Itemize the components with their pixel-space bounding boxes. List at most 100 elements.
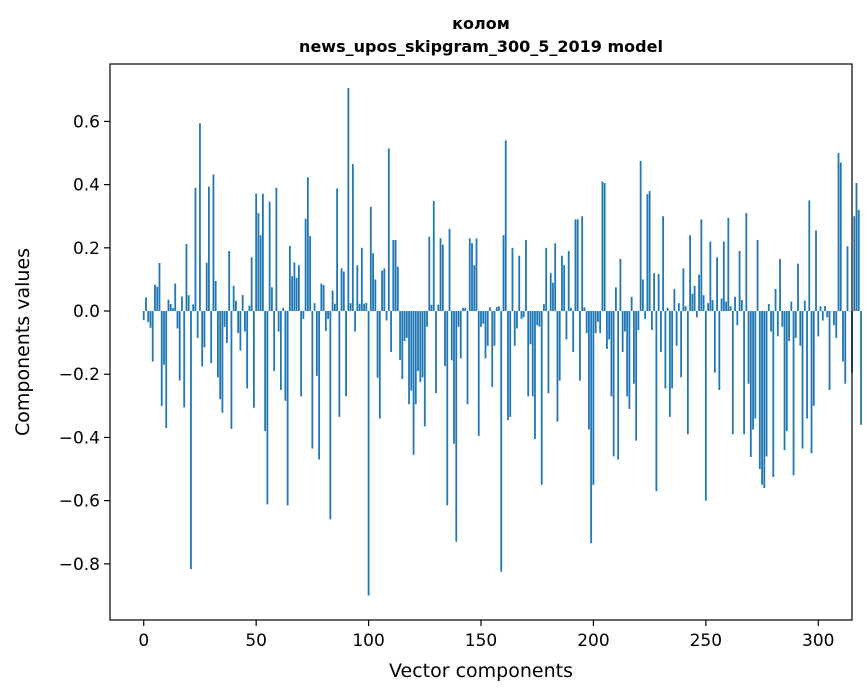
bar	[154, 284, 156, 312]
bar	[187, 295, 190, 312]
bar	[738, 250, 741, 312]
bar	[419, 311, 422, 383]
bar	[347, 87, 350, 312]
bar	[808, 200, 811, 312]
bar	[835, 311, 838, 338]
bar	[842, 311, 844, 362]
bar	[561, 255, 563, 312]
bar	[720, 298, 723, 312]
bar	[707, 303, 709, 312]
y-tick-label: 0.2	[73, 239, 100, 259]
bar	[507, 311, 509, 421]
bar	[702, 295, 705, 312]
bar	[228, 250, 231, 312]
bar	[770, 311, 772, 332]
bar	[145, 297, 147, 312]
bar	[677, 303, 680, 312]
bar	[354, 311, 356, 332]
x-axis-label: Vector components	[389, 660, 573, 682]
bar	[230, 311, 233, 429]
bar	[839, 162, 842, 312]
bar	[779, 258, 781, 312]
bar	[365, 302, 368, 312]
bar	[637, 311, 640, 330]
bar	[630, 296, 633, 312]
bar	[396, 266, 399, 312]
bar	[734, 296, 736, 312]
bar	[376, 311, 379, 378]
bar	[399, 311, 401, 361]
bar	[374, 279, 377, 312]
bar	[543, 304, 545, 312]
bar	[190, 311, 192, 570]
bar	[628, 311, 631, 409]
bar	[318, 311, 321, 460]
bar	[486, 311, 489, 346]
bar	[799, 311, 802, 346]
bar	[684, 306, 687, 312]
bar	[588, 311, 590, 430]
bar	[754, 311, 757, 419]
bar	[372, 253, 374, 312]
bar	[439, 238, 442, 312]
bar	[585, 311, 588, 334]
bar	[394, 239, 397, 312]
bar	[815, 230, 817, 312]
bar	[644, 311, 647, 319]
bar	[473, 265, 476, 312]
bar	[163, 311, 165, 365]
bar	[217, 311, 219, 378]
bar	[345, 311, 347, 397]
bar	[826, 311, 829, 318]
bar	[201, 311, 204, 367]
bar	[156, 286, 159, 312]
bar	[500, 311, 503, 572]
bar	[853, 216, 856, 312]
bar	[450, 311, 453, 361]
bar	[356, 265, 359, 312]
bar	[484, 311, 487, 359]
bar	[291, 276, 294, 312]
bar	[340, 268, 343, 312]
bar	[794, 311, 797, 338]
bar	[185, 244, 188, 312]
bar	[502, 235, 505, 312]
bar	[331, 290, 334, 312]
bar	[801, 311, 804, 449]
bar	[603, 183, 606, 312]
bar	[282, 307, 285, 312]
bar	[453, 311, 455, 444]
bar	[617, 311, 620, 460]
bar	[547, 311, 550, 394]
y-axis-label: Components values	[12, 248, 34, 436]
bar	[776, 311, 779, 337]
bar	[518, 255, 521, 312]
bar	[437, 304, 440, 312]
bar	[336, 188, 338, 312]
bar	[167, 299, 170, 312]
bar	[315, 311, 318, 376]
bar	[219, 311, 222, 400]
bar	[428, 236, 431, 312]
bar	[387, 148, 390, 312]
bar	[689, 235, 692, 312]
bar	[329, 311, 332, 520]
bar	[250, 257, 253, 312]
bar	[682, 268, 685, 312]
bar	[199, 123, 201, 312]
chart-title-word: колом	[452, 14, 510, 33]
y-tick-label: −0.6	[59, 492, 100, 512]
bar	[264, 311, 267, 432]
bar	[606, 311, 608, 349]
bar	[342, 271, 345, 312]
bar	[462, 307, 464, 312]
bar	[403, 311, 406, 342]
bar	[556, 311, 559, 422]
bar	[446, 311, 449, 506]
bar	[731, 311, 734, 435]
bar	[693, 285, 696, 312]
bar	[695, 311, 698, 318]
bar	[235, 300, 237, 312]
bar	[385, 311, 388, 321]
